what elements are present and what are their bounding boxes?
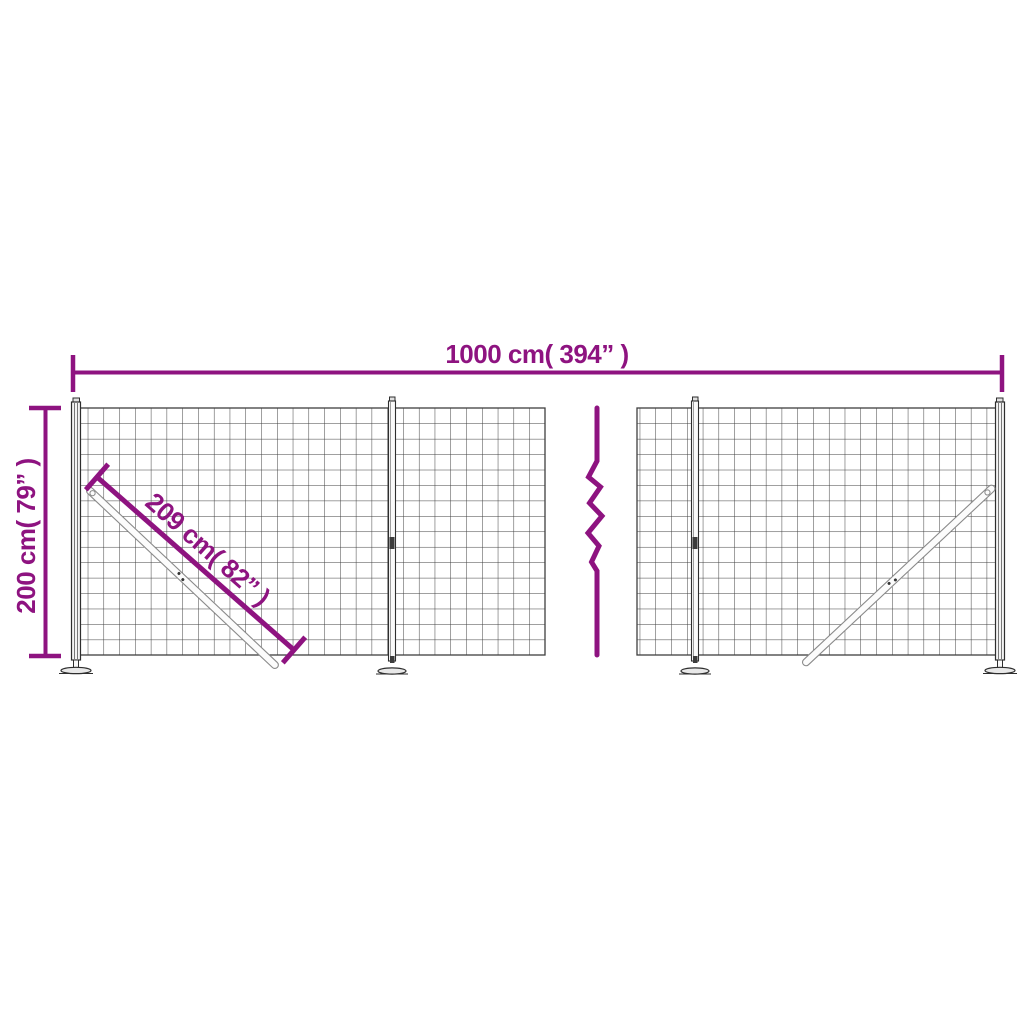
diagonal-brace-right [801,484,996,667]
fence-post-middle-left [376,396,408,675]
width-dimension-label: 1000 cm( 394” ) [445,339,629,369]
mesh-panel-left [71,407,546,656]
diagonal-dimension-line [83,462,308,665]
width-dimension-line [70,355,1005,392]
height-dimension-line [29,405,61,659]
zigzag-continuation-icon [584,405,606,658]
fence-post-right-edge [983,397,1017,675]
fence-post-left-edge [59,397,93,675]
height-dimension-label: 200 cm( 79” ) [11,458,41,614]
